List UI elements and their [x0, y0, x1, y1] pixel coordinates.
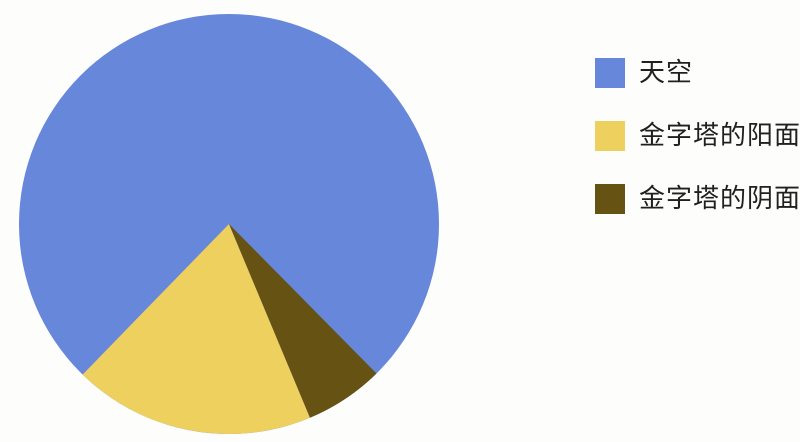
legend-label-sky: 天空 — [639, 57, 694, 87]
legend-item-sunny-side: 金字塔的阳面 — [595, 120, 800, 151]
legend-swatch-sunny-side — [595, 120, 625, 151]
legend-swatch-shaded-side — [595, 183, 625, 214]
legend: 天空 金字塔的阳面 金字塔的阴面 — [595, 57, 800, 215]
legend-swatch-sky — [595, 57, 625, 88]
legend-label-shaded-side: 金字塔的阴面 — [639, 183, 800, 214]
legend-item-sky: 天空 — [595, 57, 800, 88]
legend-item-shaded-side: 金字塔的阴面 — [595, 183, 800, 214]
legend-label-sunny-side: 金字塔的阳面 — [639, 120, 800, 151]
